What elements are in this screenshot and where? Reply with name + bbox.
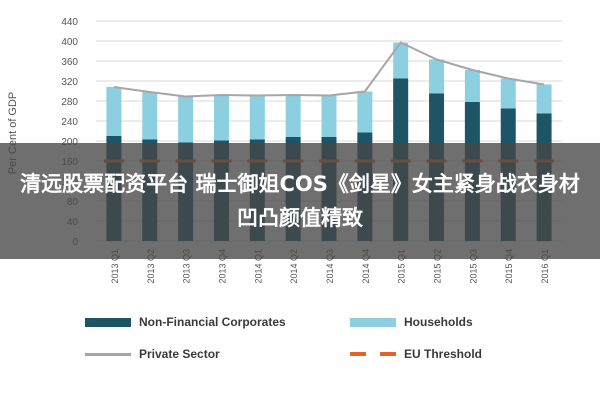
bar-households	[142, 92, 158, 140]
caption-overlay: 清远股票配资平台 瑞士御姐COS《剑星》女主紧身战衣身材凹凸颜值精致	[0, 143, 600, 259]
x-tick-label: 2014 Q1	[253, 249, 263, 284]
y-tick-label: 360	[61, 57, 78, 68]
bar-households	[500, 78, 516, 109]
x-tick-label: 2013 Q4	[217, 249, 227, 284]
legend-item-private-sector: Private Sector	[85, 347, 220, 361]
bar-households	[285, 95, 301, 137]
y-tick-label: 280	[61, 97, 78, 108]
legend-label-households: Households	[404, 315, 473, 329]
x-tick-label: 2013 Q1	[110, 249, 120, 284]
legend-label-non-financial-corporates: Non-Financial Corporates	[139, 315, 286, 329]
bar-households	[106, 87, 122, 136]
x-axis: 2013 Q1 2013 Q2 2013 Q3 2013 Q4 2014 Q1 2014 …	[110, 249, 550, 284]
y-tick-label: 440	[61, 17, 78, 28]
legend-swatch-private-sector	[85, 352, 131, 356]
legend-swatch-non-financial-corporates	[85, 317, 131, 327]
y-tick-label: 320	[61, 77, 78, 88]
y-tick-label: 240	[61, 117, 78, 128]
x-tick-label: 2014 Q2	[289, 249, 299, 284]
legend-swatch-households	[350, 317, 396, 327]
bar-households	[213, 95, 229, 141]
bar-households	[393, 42, 409, 79]
x-tick-label: 2015 Q2	[433, 249, 443, 284]
x-tick-label: 2015 Q3	[468, 249, 478, 284]
x-tick-label: 2013 Q2	[146, 249, 156, 284]
legend-swatch-eu-threshold	[350, 352, 396, 356]
legend-item-eu-threshold: EU Threshold	[350, 347, 482, 361]
legend-label-eu-threshold: EU Threshold	[404, 347, 483, 361]
x-tick-label: 2015 Q1	[397, 249, 407, 284]
bar-households	[249, 95, 265, 140]
bar-households	[321, 95, 337, 137]
legend: Non-Financial Corporates Households Priv…	[0, 300, 600, 400]
x-tick-label: 2015 Q4	[504, 249, 514, 284]
bar-households	[178, 96, 194, 143]
legend-item-non-financial-corporates: Non-Financial Corporates	[85, 315, 286, 329]
legend-item-households: Households	[350, 315, 473, 329]
x-tick-label: 2014 Q4	[361, 249, 371, 284]
bar-households	[464, 70, 480, 102]
y-tick-label: 400	[61, 37, 78, 48]
x-tick-label: 2016 Q1	[540, 249, 550, 284]
private-sector-line	[113, 41, 545, 98]
y-tick-label: 200	[61, 137, 78, 148]
bar-households	[429, 59, 445, 94]
x-tick-label: 2014 Q3	[325, 249, 335, 284]
overlay-caption: 清远股票配资平台 瑞士御姐COS《剑星》女主紧身战衣身材凹凸颜值精致	[20, 172, 580, 230]
x-tick-label: 2013 Q3	[182, 249, 192, 284]
private-sector-line-group	[113, 41, 545, 98]
legend-label-private-sector: Private Sector	[139, 347, 220, 361]
bar-households	[536, 84, 552, 114]
bar-households	[357, 91, 373, 133]
